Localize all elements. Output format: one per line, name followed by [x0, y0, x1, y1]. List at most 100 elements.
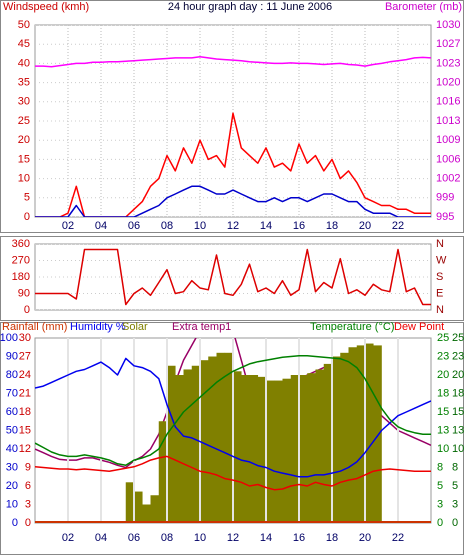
solar-bar: [299, 375, 308, 523]
solar-bar: [290, 375, 300, 523]
x-tick-label: 04: [95, 532, 107, 544]
x-tick-label: 10: [194, 220, 206, 232]
solar-bar: [208, 356, 217, 523]
x-tick-label: 06: [128, 220, 140, 232]
y3-tick-label: 21: [19, 387, 31, 399]
y2-tick-label: 8: [452, 461, 458, 473]
solar-bar: [323, 363, 333, 523]
solar-bar: [233, 371, 242, 523]
y2-tick-label: 999: [436, 192, 454, 204]
solar-bar: [356, 345, 366, 523]
y2-tick-label: 1009: [436, 134, 460, 146]
series-line: [35, 357, 431, 478]
y2-tick-label: W: [436, 254, 447, 266]
y3-tick-label: 6: [25, 480, 31, 492]
x-tick-label: 12: [227, 220, 239, 232]
series-label: Temperature (°C): [310, 321, 394, 333]
series-line: [35, 185, 431, 217]
solar-bar: [274, 380, 283, 523]
x-tick-label: 16: [293, 532, 305, 544]
y-tick-label: 30: [18, 96, 30, 108]
x-tick-label: 06: [128, 532, 140, 544]
x-tick-label: 20: [359, 220, 371, 232]
x-tick-label: 16: [293, 220, 305, 232]
y-tick-label: 70: [6, 387, 18, 399]
solar-bar: [315, 369, 325, 523]
series-line: [35, 56, 431, 68]
y-tick-label: 270: [12, 254, 30, 266]
y-tick-label: 0: [24, 211, 30, 223]
solar-bar: [249, 375, 259, 523]
series-label: Dew Point: [394, 321, 444, 333]
x-tick-label: 14: [260, 220, 272, 232]
y-tick-label: 50: [18, 19, 30, 31]
y2-tick-label: 15: [437, 406, 449, 418]
y-tick-label: 10: [6, 498, 18, 510]
x-tick-label: 22: [392, 220, 404, 232]
y-tick-label: 80: [6, 369, 18, 381]
solar-bar: [257, 376, 267, 523]
y2-tick-label: 1023: [436, 57, 460, 69]
y-tick-label: 50: [6, 424, 18, 436]
solar-bar: [216, 352, 226, 523]
y2-tick-label: 0: [437, 517, 443, 529]
y2-tick-label: 0: [452, 517, 458, 529]
y3-tick-label: 3: [25, 498, 31, 510]
y-axis-title: Windspeed (kmh): [3, 1, 89, 13]
solar-bar: [332, 356, 341, 523]
y2-tick-label: 18: [452, 387, 464, 399]
solar-bar: [150, 495, 160, 523]
solar-bar: [200, 360, 209, 523]
y2-tick-label: 23: [452, 350, 464, 362]
y2-axis-title: Barometer (mb): [385, 1, 462, 13]
y-tick-label: 20: [18, 134, 30, 146]
y2-tick-label: N: [436, 304, 444, 316]
y3-tick-label: 18: [19, 406, 31, 418]
y2-tick-label: 10: [437, 443, 449, 455]
solar-bar: [134, 491, 143, 523]
y2-tick-label: 1020: [436, 77, 460, 89]
y2-tick-label: 18: [437, 387, 449, 399]
solar-bar: [191, 365, 201, 523]
x-tick-label: 20: [359, 532, 371, 544]
series-label: Solar: [122, 321, 148, 333]
solar-bar: [175, 375, 184, 523]
x-tick-label: 10: [194, 532, 206, 544]
y3-tick-label: 15: [19, 424, 31, 436]
solar-bar: [266, 380, 275, 523]
x-tick-label: 08: [161, 220, 173, 232]
y2-tick-label: E: [436, 287, 443, 299]
series-label: Humidity %: [70, 321, 126, 333]
y2-tick-label: 1013: [436, 115, 460, 127]
y2-tick-label: 1002: [436, 173, 460, 185]
series-label: Extra temp1: [172, 321, 231, 333]
y2-tick-label: 15: [452, 406, 464, 418]
solar-bar: [125, 482, 135, 523]
x-tick-label: 18: [326, 532, 338, 544]
plot-layer: [35, 244, 431, 310]
y2-tick-label: 10: [452, 443, 464, 455]
solar-bar: [340, 352, 349, 523]
solar-bar: [142, 504, 151, 523]
y-tick-label: 360: [12, 238, 30, 250]
solar-bar: [365, 343, 374, 523]
solar-bar: [224, 352, 234, 523]
y2-tick-label: 995: [436, 211, 454, 223]
x-tick-label: 22: [392, 532, 404, 544]
x-tick-label: 04: [95, 220, 107, 232]
y-tick-label: 45: [18, 38, 30, 50]
y2-tick-label: 1006: [436, 153, 460, 165]
y2-tick-label: 20: [452, 369, 464, 381]
x-tick-label: 12: [227, 532, 239, 544]
y3-tick-label: 9: [25, 461, 31, 473]
y-tick-label: 180: [12, 271, 30, 283]
y-tick-label: 0: [24, 304, 30, 316]
x-tick-label: 02: [62, 532, 74, 544]
series-label: Rainfall (mm): [2, 321, 67, 333]
y2-tick-label: 8: [437, 461, 443, 473]
y-tick-label: 30: [6, 461, 18, 473]
solar-bar: [348, 347, 358, 523]
x-tick-label: 14: [260, 532, 272, 544]
y3-tick-label: 12: [19, 443, 31, 455]
